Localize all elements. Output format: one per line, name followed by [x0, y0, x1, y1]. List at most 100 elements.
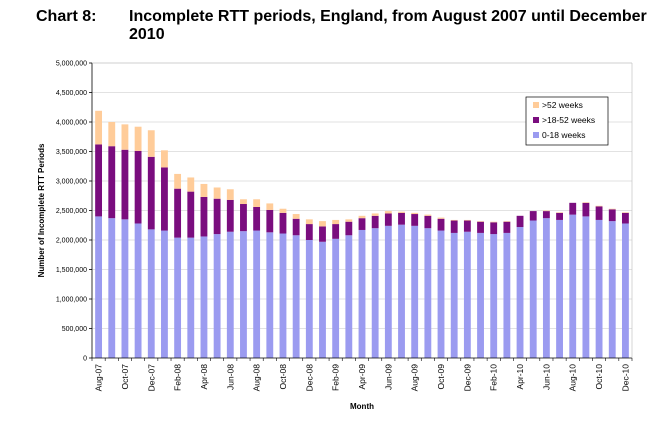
bar-18-52-weeks-jul-09 — [398, 212, 405, 225]
bar-0-18-weeks-may-08 — [213, 234, 221, 358]
y-axis-label: Number of Incomplete RTT Periods — [37, 143, 46, 277]
bar-18-52-weeks-jun-10 — [542, 211, 550, 219]
bar-52-weeks-nov-10 — [608, 208, 616, 210]
bar-18-52-weeks-sep-08 — [266, 209, 274, 233]
bar-0-18-weeks-apr-10 — [516, 227, 524, 358]
bar-0-18-weeks-jan-10 — [477, 232, 484, 358]
bar-0-18-weeks-oct-09 — [437, 230, 445, 358]
x-tick-label: Dec-09 — [462, 364, 472, 392]
bar-18-52-weeks-nov-10 — [608, 209, 616, 222]
bar-0-18-weeks-oct-08 — [279, 233, 287, 358]
y-axis-ticks: 0 500,000 1,000,000 1,500,000 2,000,000 2,500… — [56, 61, 92, 363]
x-axis-label: Month — [350, 402, 374, 411]
bar-52-weeks-nov-07 — [134, 126, 142, 151]
bar-0-18-weeks-apr-09 — [358, 229, 366, 358]
bar-18-52-weeks-feb-09 — [332, 224, 340, 239]
bar-18-52-weeks-may-08 — [213, 198, 221, 235]
bar-52-weeks-jan-08 — [161, 150, 168, 168]
bar-52-weeks-sep-08 — [266, 203, 274, 210]
bar-18-52-weeks-sep-09 — [424, 215, 432, 229]
x-tick-label: Jun-09 — [383, 364, 393, 390]
bars — [95, 110, 629, 358]
legend-swatch — [533, 117, 539, 123]
bar-52-weeks-aug-09 — [411, 212, 419, 215]
bar-18-52-weeks-dec-09 — [463, 220, 471, 232]
bar-0-18-weeks-jan-09 — [319, 241, 326, 358]
x-tick-label: Jun-08 — [225, 364, 235, 390]
bar-0-18-weeks-mar-09 — [345, 235, 353, 358]
bar-18-52-weeks-aug-07 — [95, 144, 103, 217]
bar-0-18-weeks-may-09 — [371, 228, 379, 358]
x-tick-label: Dec-08 — [304, 364, 314, 392]
x-tick-label: Oct-07 — [120, 364, 130, 390]
bar-0-18-weeks-feb-10 — [490, 234, 498, 358]
bar-0-18-weeks-jul-10 — [556, 219, 563, 358]
bar-52-weeks-aug-08 — [253, 199, 261, 207]
bar-18-52-weeks-oct-09 — [437, 218, 445, 231]
chart-title-line2: 2010 — [129, 26, 165, 43]
y-tick-label: 4,000,000 — [56, 120, 87, 127]
bar-0-18-weeks-jan-08 — [161, 230, 168, 358]
legend-swatch — [533, 102, 539, 108]
bar-18-52-weeks-mar-09 — [345, 221, 353, 236]
x-tick-label: Aug-09 — [410, 364, 420, 392]
bar-0-18-weeks-sep-09 — [424, 228, 432, 358]
chart-number: Chart 8: — [36, 8, 97, 25]
bar-52-weeks-aug-07 — [95, 110, 103, 145]
bar-0-18-weeks-dec-10 — [621, 223, 629, 358]
bar-18-52-weeks-aug-09 — [411, 214, 419, 226]
bar-52-weeks-mar-08 — [187, 177, 195, 192]
bar-52-weeks-sep-07 — [108, 122, 116, 147]
legend-label: >18-52 weeks — [542, 115, 595, 125]
bar-18-52-weeks-mar-10 — [503, 221, 511, 233]
bar-0-18-weeks-may-10 — [529, 220, 537, 358]
bar-52-weeks-jan-10 — [477, 221, 484, 222]
bar-18-52-weeks-dec-10 — [621, 212, 629, 224]
bar-18-52-weeks-jan-10 — [477, 221, 484, 233]
bar-18-52-weeks-oct-10 — [595, 206, 603, 220]
bar-18-52-weeks-jun-08 — [226, 199, 234, 232]
bar-0-18-weeks-nov-10 — [608, 221, 616, 358]
bar-52-weeks-jun-08 — [226, 189, 234, 200]
y-tick-label: 4,500,000 — [56, 90, 87, 97]
bar-18-52-weeks-oct-08 — [279, 212, 287, 234]
bar-52-weeks-mar-10 — [503, 221, 511, 222]
y-tick-label: 2,500,000 — [56, 208, 87, 215]
bar-52-weeks-oct-07 — [121, 124, 129, 150]
x-tick-label: Aug-07 — [94, 364, 104, 392]
bar-52-weeks-apr-08 — [200, 183, 208, 197]
x-tick-label: Feb-08 — [173, 364, 183, 391]
bar-0-18-weeks-oct-10 — [595, 219, 603, 358]
bar-0-18-weeks-oct-07 — [121, 219, 129, 358]
bar-52-weeks-dec-07 — [147, 130, 155, 157]
bar-52-weeks-oct-10 — [595, 205, 603, 207]
x-tick-label: Dec-10 — [620, 364, 630, 392]
bar-0-18-weeks-nov-07 — [134, 223, 142, 358]
bar-52-weeks-jul-10 — [556, 212, 563, 213]
bar-0-18-weeks-dec-07 — [147, 229, 155, 358]
x-tick-label: Aug-10 — [568, 364, 578, 392]
legend-swatch — [533, 132, 539, 138]
bar-18-52-weeks-oct-07 — [121, 149, 129, 220]
bar-0-18-weeks-jul-08 — [240, 231, 247, 358]
bar-52-weeks-oct-09 — [437, 217, 445, 219]
bar-52-weeks-jun-10 — [542, 210, 550, 212]
legend: >52 weeks >18-52 weeks 0-18 weeks — [525, 96, 609, 146]
bar-52-weeks-sep-10 — [582, 202, 590, 203]
bar-52-weeks-sep-09 — [424, 214, 432, 216]
bar-18-52-weeks-jul-08 — [240, 204, 247, 232]
x-tick-label: Feb-09 — [331, 364, 341, 391]
bar-0-18-weeks-dec-08 — [305, 240, 313, 358]
bar-18-52-weeks-sep-07 — [108, 146, 116, 219]
bar-52-weeks-may-08 — [213, 187, 221, 199]
bar-0-18-weeks-aug-10 — [569, 214, 577, 358]
x-tick-label: Oct-10 — [594, 364, 604, 390]
bar-0-18-weeks-jun-10 — [542, 218, 550, 358]
bar-18-52-weeks-dec-07 — [147, 156, 155, 230]
bar-52-weeks-dec-09 — [463, 219, 471, 221]
bar-0-18-weeks-dec-09 — [463, 231, 471, 358]
bar-52-weeks-jul-09 — [398, 211, 405, 213]
bar-0-18-weeks-mar-08 — [187, 237, 195, 358]
bar-52-weeks-dec-10 — [621, 212, 629, 213]
